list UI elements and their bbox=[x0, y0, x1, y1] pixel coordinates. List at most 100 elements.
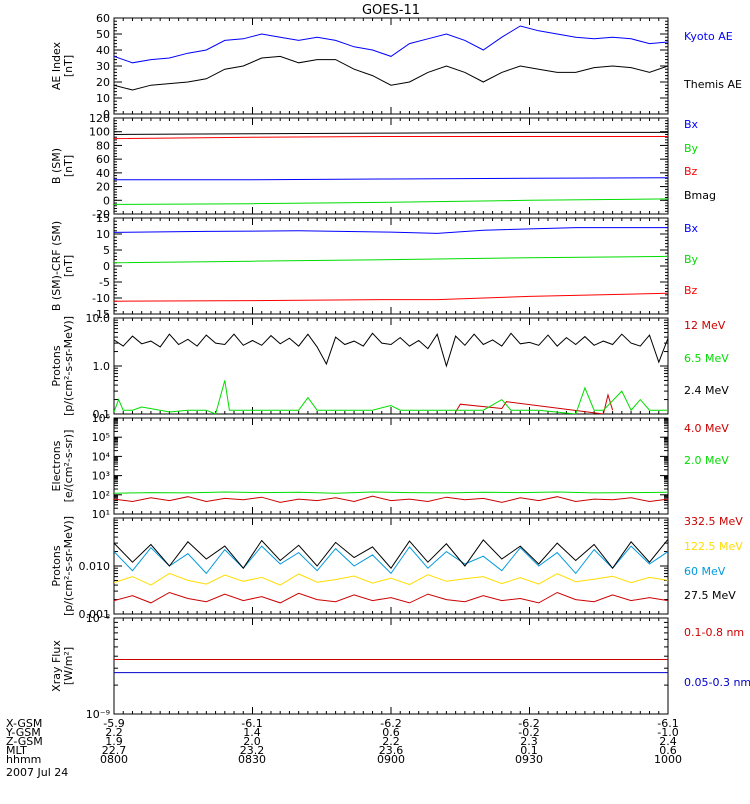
series-line-protons_high-0 bbox=[114, 591, 668, 604]
footer-value: -6.2 bbox=[518, 717, 539, 730]
footer-value: 0900 bbox=[377, 753, 405, 766]
y-tick-label: 10 bbox=[96, 228, 110, 241]
panel-xray: 10⁻⁹ 10⁻⁸ Xray Flux [W/m²] 0.1-0.8 nm 0.05-0.… bbox=[50, 612, 750, 721]
legend-entry: Bx bbox=[684, 222, 699, 235]
y-tick-label: 10⁶ bbox=[92, 412, 111, 425]
footer-value: -1.0 bbox=[657, 726, 678, 739]
legend-entry: 0.05-0.3 nm bbox=[684, 676, 750, 689]
series-line-protons_low-2 bbox=[114, 332, 668, 368]
y-axis-label: B (SM)-CRF (SM) bbox=[50, 221, 63, 311]
footer-value: 2.2 bbox=[105, 726, 123, 739]
y-tick-label: 0 bbox=[103, 108, 110, 121]
footer-row-label: MLT bbox=[6, 744, 27, 757]
y-tick-label: 0 bbox=[103, 194, 110, 207]
footer-row-label: Y-GSM bbox=[5, 726, 41, 739]
y-axis-label: B (SM) bbox=[50, 148, 63, 184]
y-tick-label: 10² bbox=[92, 489, 110, 502]
panel-ae: 0 10 20 30 40 50 60 AE Index [nT] Kyoto AE Themis … bbox=[50, 12, 742, 121]
footer-value: 0800 bbox=[100, 753, 128, 766]
y-tick-label: 40 bbox=[96, 44, 110, 57]
footer-row-label: Z-GSM bbox=[6, 735, 43, 748]
y-tick-label: 40 bbox=[96, 167, 110, 180]
footer-value: 0830 bbox=[238, 753, 266, 766]
y-axis-label: Protons bbox=[50, 545, 63, 586]
footer-value: 0.1 bbox=[520, 744, 538, 757]
panel-protons_low: 0.1 1.0 10.0 Protons [p/(cm²-s-sr-MeV)] 12 Me… bbox=[50, 312, 729, 421]
legend-entry: Themis AE bbox=[683, 78, 742, 91]
legend-entry: Bmag bbox=[684, 189, 716, 202]
series-line-b_crf-1 bbox=[114, 255, 668, 264]
y-axis-label: [nT] bbox=[62, 155, 75, 177]
y-tick-label: 50 bbox=[96, 28, 110, 41]
y-tick-label: 20 bbox=[96, 76, 110, 89]
y-axis-label: [p/(cm²-s-sr-MeV)] bbox=[62, 316, 75, 416]
y-tick-label: 120 bbox=[89, 112, 110, 125]
footer-table: X-GSMY-GSMZ-GSMMLThhmm-5.92.21.922.70800… bbox=[5, 717, 682, 766]
legend-entry: By bbox=[684, 253, 699, 266]
y-tick-label: -10 bbox=[92, 292, 110, 305]
footer-value: 0.6 bbox=[382, 726, 400, 739]
y-tick-label: 0.001 bbox=[79, 608, 111, 621]
legend-entry: 0.1-0.8 nm bbox=[684, 626, 744, 639]
footer-value: 23.6 bbox=[379, 744, 404, 757]
legend-entry: 12 MeV bbox=[684, 319, 726, 332]
series-line-b_sm-1 bbox=[114, 198, 668, 205]
legend-entry: Bz bbox=[684, 284, 698, 297]
y-tick-label: 1.0 bbox=[93, 360, 111, 373]
footer-value: -0.2 bbox=[518, 726, 539, 739]
series-line-b_sm-2 bbox=[114, 136, 668, 140]
y-tick-label: -20 bbox=[92, 208, 110, 221]
panel-protons_high: 0.001 0.010 Protons [p/(cm²-s-sr-MeV)] 332.5… bbox=[50, 515, 743, 621]
y-tick-label: 0.1 bbox=[93, 408, 111, 421]
y-tick-label: 100 bbox=[89, 126, 110, 139]
series-line-electrons-1 bbox=[114, 491, 668, 494]
footer-value: 0.6 bbox=[659, 744, 677, 757]
y-axis-label: [e/(cm²-s-sr)] bbox=[62, 430, 75, 503]
footer-value: 2.2 bbox=[382, 735, 400, 748]
y-axis-label: [W/m²] bbox=[62, 647, 75, 685]
series-line-protons_low-0 bbox=[455, 392, 614, 414]
y-tick-label: -5 bbox=[99, 276, 110, 289]
series-line-b_crf-0 bbox=[114, 227, 668, 234]
y-tick-label: 10⁵ bbox=[92, 431, 110, 444]
y-axis-label: [nT] bbox=[62, 255, 75, 277]
y-tick-label: 5 bbox=[103, 244, 110, 257]
legend-entry: By bbox=[684, 142, 699, 155]
chart-title: GOES-11 bbox=[362, 3, 420, 18]
legend-entry: Kyoto AE bbox=[684, 30, 733, 43]
legend-entry: Bz bbox=[684, 165, 698, 178]
y-tick-label: 10⁴ bbox=[92, 450, 111, 463]
series-line-protons_high-3 bbox=[114, 538, 668, 570]
panel-frame bbox=[113, 317, 669, 415]
y-axis-label: AE Index bbox=[50, 41, 63, 90]
series-line-b_crf-2 bbox=[114, 292, 668, 302]
legend-entry: 122.5 MeV bbox=[684, 540, 743, 553]
series-line-protons_low-1 bbox=[114, 380, 668, 414]
footer-value: -6.1 bbox=[241, 717, 262, 730]
footer-value: -6.2 bbox=[380, 717, 401, 730]
footer-row-label: hhmm bbox=[6, 753, 41, 766]
y-tick-label: 60 bbox=[96, 153, 110, 166]
footer-value: 2.3 bbox=[520, 735, 538, 748]
series-line-b_sm-0 bbox=[114, 177, 668, 181]
y-tick-label: 10¹ bbox=[92, 508, 110, 521]
legend-entry: 6.5 MeV bbox=[684, 352, 729, 365]
series-line-protons_high-1 bbox=[114, 572, 668, 586]
panel-b_crf: -15 -10 -5 0 5 10 15 B (SM)-CRF (SM) [nT] Bx By Bz bbox=[50, 212, 699, 321]
series-line-ae-1 bbox=[114, 55, 668, 91]
footer-row-label: X-GSM bbox=[6, 717, 42, 730]
footer-value: 1.4 bbox=[243, 726, 261, 739]
footer-value: 22.7 bbox=[102, 744, 127, 757]
y-tick-label: 10³ bbox=[92, 470, 110, 483]
date-label: 2007 Jul 24 bbox=[6, 766, 68, 779]
series-line-electrons-0 bbox=[114, 495, 668, 503]
y-tick-label: 10⁻⁹ bbox=[86, 708, 110, 721]
y-axis-label: Xray Flux bbox=[50, 640, 63, 692]
legend-entry: Bx bbox=[684, 118, 699, 131]
footer-value: 2.0 bbox=[243, 735, 261, 748]
y-axis-label: [p/(cm²-s-sr-MeV)] bbox=[62, 516, 75, 616]
y-tick-label: 15 bbox=[96, 212, 110, 225]
